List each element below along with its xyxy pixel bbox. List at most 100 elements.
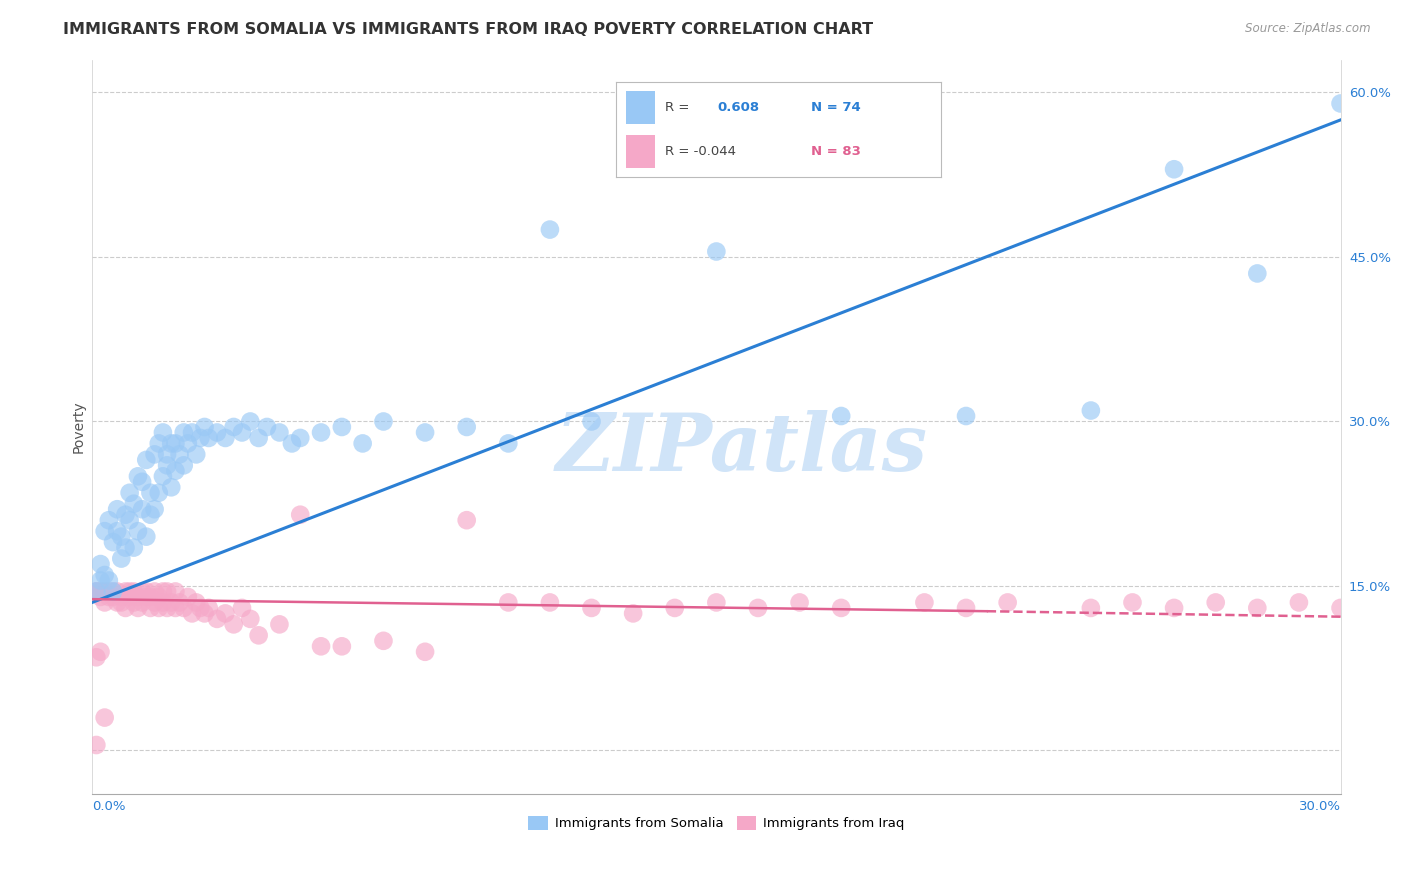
Point <box>955 601 977 615</box>
Point <box>247 431 270 445</box>
Point <box>193 420 215 434</box>
Point <box>139 590 162 604</box>
Point <box>143 502 166 516</box>
Point <box>101 584 124 599</box>
Point <box>830 601 852 615</box>
Point <box>256 420 278 434</box>
Point <box>105 524 128 538</box>
Point <box>139 485 162 500</box>
Point <box>1329 96 1351 111</box>
Point <box>101 535 124 549</box>
Point <box>706 244 728 259</box>
Point <box>105 595 128 609</box>
Point <box>498 595 520 609</box>
Point <box>169 595 191 609</box>
Point <box>135 584 157 599</box>
Point <box>152 584 174 599</box>
Point <box>165 601 187 615</box>
Point <box>135 453 157 467</box>
Legend: Immigrants from Somalia, Immigrants from Iraq: Immigrants from Somalia, Immigrants from… <box>523 811 910 836</box>
Point <box>581 415 603 429</box>
Point <box>747 601 769 615</box>
Point <box>169 447 191 461</box>
Point <box>93 595 115 609</box>
Point <box>143 584 166 599</box>
Point <box>114 541 136 555</box>
Point <box>456 420 478 434</box>
Point <box>86 738 108 752</box>
Point <box>413 425 436 440</box>
Point <box>165 436 187 450</box>
Point <box>214 607 236 621</box>
Point <box>118 513 141 527</box>
Point <box>110 530 132 544</box>
Point <box>101 590 124 604</box>
Point <box>131 584 153 599</box>
Point <box>190 431 212 445</box>
Point <box>156 458 179 473</box>
Point <box>581 601 603 615</box>
Point <box>281 436 304 450</box>
Point <box>181 607 204 621</box>
Point <box>93 584 115 599</box>
Point <box>160 480 183 494</box>
Point <box>131 502 153 516</box>
Point <box>1080 403 1102 417</box>
Point <box>173 601 195 615</box>
Point <box>1163 162 1185 177</box>
Point <box>152 469 174 483</box>
Point <box>789 595 811 609</box>
Point <box>1246 267 1268 281</box>
Point <box>89 645 111 659</box>
Point <box>269 425 291 440</box>
Point <box>127 469 149 483</box>
Point <box>231 425 253 440</box>
Point <box>330 640 353 654</box>
Point <box>93 710 115 724</box>
Point <box>173 425 195 440</box>
Point <box>156 447 179 461</box>
Point <box>193 607 215 621</box>
Point <box>222 617 245 632</box>
Point <box>165 584 187 599</box>
Point <box>498 436 520 450</box>
Point <box>1205 595 1227 609</box>
Point <box>955 409 977 423</box>
Point <box>122 541 145 555</box>
Point <box>205 612 228 626</box>
Point <box>122 497 145 511</box>
Point <box>135 590 157 604</box>
Point <box>148 436 170 450</box>
Point <box>139 508 162 522</box>
Point <box>89 557 111 571</box>
Point <box>830 409 852 423</box>
Point <box>122 584 145 599</box>
Point <box>290 508 312 522</box>
Point <box>186 447 208 461</box>
Point <box>269 617 291 632</box>
Point <box>143 447 166 461</box>
Point <box>105 502 128 516</box>
Y-axis label: Poverty: Poverty <box>72 401 86 453</box>
Point <box>152 425 174 440</box>
Point <box>997 595 1019 609</box>
Point <box>127 590 149 604</box>
Point <box>156 601 179 615</box>
Point <box>664 601 686 615</box>
Point <box>139 601 162 615</box>
Point <box>86 584 108 599</box>
Point <box>1080 601 1102 615</box>
Point <box>1288 595 1310 609</box>
Point <box>290 431 312 445</box>
Point <box>97 590 120 604</box>
Point <box>118 590 141 604</box>
Point <box>89 584 111 599</box>
Text: 0.0%: 0.0% <box>93 800 125 813</box>
Point <box>413 645 436 659</box>
Point <box>222 420 245 434</box>
Point <box>456 513 478 527</box>
Point <box>160 595 183 609</box>
Point <box>86 650 108 665</box>
Point <box>373 633 395 648</box>
Point <box>118 584 141 599</box>
